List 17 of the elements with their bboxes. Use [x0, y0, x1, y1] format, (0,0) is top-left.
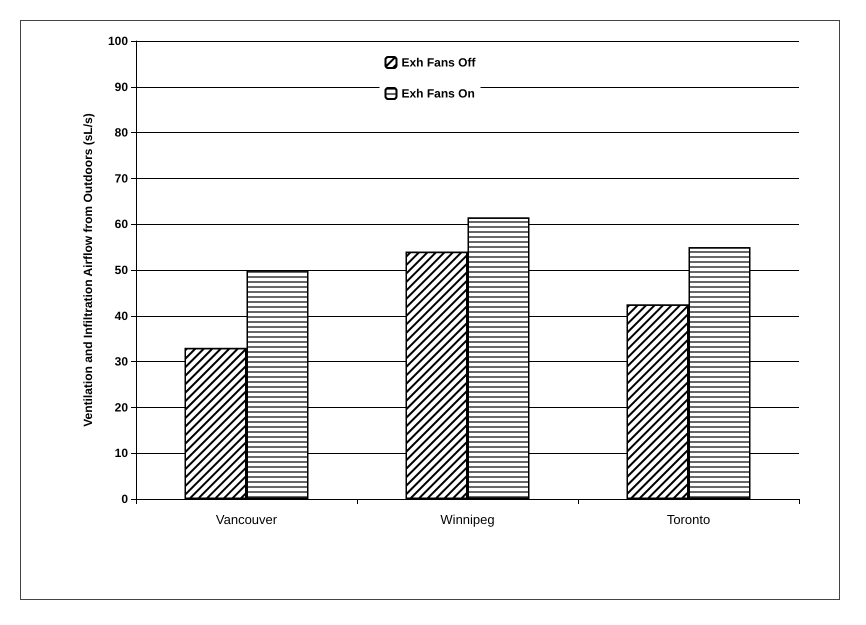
- y-tick-label: 80: [114, 126, 128, 140]
- x-tick-label: Vancouver: [216, 512, 278, 527]
- y-tick-label: 60: [114, 217, 128, 232]
- legend-label: Exh Fans On: [401, 86, 475, 100]
- legend-label: Exh Fans Off: [401, 56, 477, 70]
- y-tick-label: 20: [114, 400, 128, 414]
- y-tick-label: 40: [114, 308, 128, 323]
- y-tick-label: 100: [108, 34, 128, 48]
- y-tick-label: 90: [114, 80, 128, 94]
- y-tick-label: 70: [114, 171, 128, 186]
- y-axis-title: Ventilation and Infiltration Airflow from Outdoors (sL/s): [81, 113, 95, 427]
- y-tick-label: 0: [121, 492, 128, 506]
- x-tick-label: Winnipeg: [440, 512, 495, 527]
- y-tick-label: 50: [114, 263, 128, 277]
- x-tick-label: Toronto: [666, 512, 710, 527]
- y-tick-label: 10: [114, 446, 128, 460]
- y-tick-label: 30: [114, 354, 128, 369]
